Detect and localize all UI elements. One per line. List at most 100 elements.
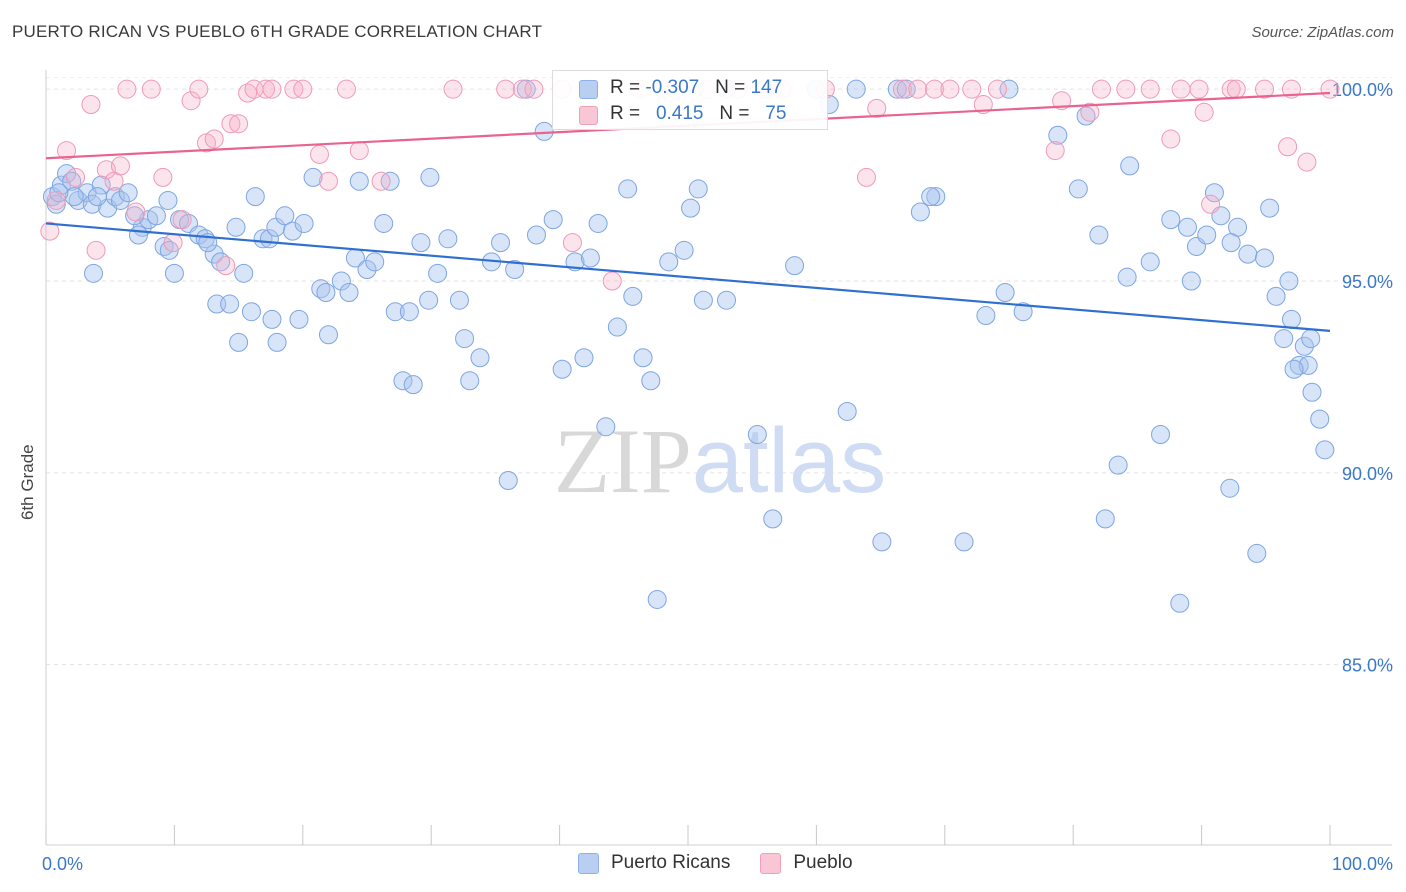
- point-puerto-ricans: [623, 286, 643, 306]
- series-legend-swatch-puerto-ricans: [578, 852, 599, 874]
- point-pueblo: [229, 114, 249, 134]
- point-puerto-ricans: [921, 187, 941, 207]
- point-puerto-ricans: [1048, 125, 1068, 145]
- point-pueblo: [1116, 79, 1136, 99]
- point-pueblo: [1080, 102, 1100, 122]
- point-pueblo: [318, 171, 338, 191]
- point-puerto-ricans: [674, 240, 694, 260]
- point-puerto-ricans: [1095, 509, 1115, 529]
- point-puerto-ricans: [837, 401, 857, 421]
- point-pueblo: [349, 141, 369, 161]
- point-puerto-ricans: [607, 317, 627, 337]
- point-puerto-ricans: [1089, 225, 1109, 245]
- point-puerto-ricans: [365, 252, 385, 272]
- point-puerto-ricans: [1220, 478, 1240, 498]
- point-pueblo: [1297, 152, 1317, 172]
- point-puerto-ricans: [588, 213, 608, 233]
- point-pueblo: [987, 79, 1007, 99]
- point-puerto-ricans: [1315, 440, 1335, 460]
- point-pueblo: [962, 79, 982, 99]
- series-legend-item-pueblo: Pueblo: [760, 852, 853, 874]
- point-puerto-ricans: [999, 79, 1019, 99]
- point-pueblo: [309, 144, 329, 164]
- point-puerto-ricans: [1281, 309, 1301, 329]
- point-pueblo: [925, 79, 945, 99]
- point-puerto-ricans: [146, 206, 166, 226]
- point-pueblo: [908, 79, 928, 99]
- point-puerto-ricans: [393, 371, 413, 391]
- point-pueblo: [256, 79, 276, 99]
- point-puerto-ricans: [1151, 424, 1171, 444]
- point-puerto-ricans: [785, 256, 805, 276]
- point-puerto-ricans: [534, 121, 554, 141]
- point-puerto-ricans: [211, 252, 231, 272]
- point-puerto-ricans: [1204, 183, 1224, 203]
- stats-legend: R = -0.307 N = 147 R = 0.415 N = 75: [552, 70, 828, 130]
- point-puerto-ricans: [1260, 198, 1280, 218]
- point-pueblo: [172, 210, 192, 230]
- point-puerto-ricans: [49, 183, 69, 203]
- source-label: Source: ZipAtlas.com: [1251, 24, 1394, 41]
- point-pueblo: [856, 167, 876, 187]
- point-pueblo: [293, 79, 313, 99]
- point-puerto-ricans: [331, 271, 351, 291]
- point-pueblo: [1091, 79, 1111, 99]
- point-puerto-ricans: [1161, 210, 1181, 230]
- point-pueblo: [443, 79, 463, 99]
- x-tick-label: 100.0%: [1332, 854, 1393, 874]
- point-pueblo: [371, 171, 391, 191]
- point-puerto-ricans: [1013, 302, 1033, 322]
- watermark: ZIPatlas: [554, 410, 886, 512]
- point-pueblo: [81, 95, 101, 115]
- point-puerto-ricans: [1120, 156, 1140, 176]
- point-puerto-ricans: [1301, 329, 1321, 349]
- point-puerto-ricans: [253, 229, 273, 249]
- point-puerto-ricans: [688, 179, 708, 199]
- legend-swatch-puerto-ricans: [579, 80, 598, 99]
- point-puerto-ricans: [262, 309, 282, 329]
- point-pueblo: [204, 129, 224, 149]
- point-pueblo: [336, 79, 356, 99]
- legend-r-value: -0.307: [645, 77, 700, 98]
- point-puerto-ricans: [659, 252, 679, 272]
- point-pueblo: [512, 79, 532, 99]
- point-puerto-ricans: [204, 244, 224, 264]
- point-puerto-ricans: [995, 283, 1015, 303]
- point-puerto-ricans: [1140, 252, 1160, 272]
- point-puerto-ricans: [1076, 106, 1096, 126]
- point-pueblo: [46, 190, 66, 210]
- point-puerto-ricans: [1177, 217, 1197, 237]
- point-pueblo: [110, 156, 130, 176]
- point-puerto-ricans: [976, 306, 996, 326]
- point-pueblo: [1194, 102, 1214, 122]
- point-pueblo: [940, 79, 960, 99]
- point-puerto-ricans: [399, 302, 419, 322]
- point-pueblo: [126, 202, 146, 222]
- point-puerto-ricans: [872, 532, 892, 552]
- point-puerto-ricans: [164, 263, 184, 283]
- point-puerto-ricans: [128, 225, 148, 245]
- point-puerto-ricans: [1221, 233, 1241, 253]
- point-puerto-ricans: [438, 229, 458, 249]
- point-pueblo: [1140, 79, 1160, 99]
- point-puerto-ricans: [339, 283, 359, 303]
- point-puerto-ricans: [289, 309, 309, 329]
- point-puerto-ricans: [1302, 382, 1322, 402]
- point-pueblo: [1189, 79, 1209, 99]
- point-pueblo: [117, 79, 137, 99]
- point-puerto-ricans: [449, 290, 469, 310]
- point-puerto-ricans: [954, 532, 974, 552]
- point-puerto-ricans: [1117, 267, 1137, 287]
- point-puerto-ricans: [234, 263, 254, 283]
- point-puerto-ricans: [267, 332, 287, 352]
- legend-n-label: N =: [719, 103, 755, 124]
- point-puerto-ricans: [275, 206, 295, 226]
- point-puerto-ricans: [303, 167, 323, 187]
- point-pueblo: [1278, 137, 1298, 157]
- point-puerto-ricans: [596, 417, 616, 437]
- point-puerto-ricans: [316, 283, 336, 303]
- series-legend: Puerto Ricans Pueblo: [578, 852, 883, 874]
- legend-r-value: 0.415: [655, 103, 704, 124]
- point-pueblo: [1255, 79, 1275, 99]
